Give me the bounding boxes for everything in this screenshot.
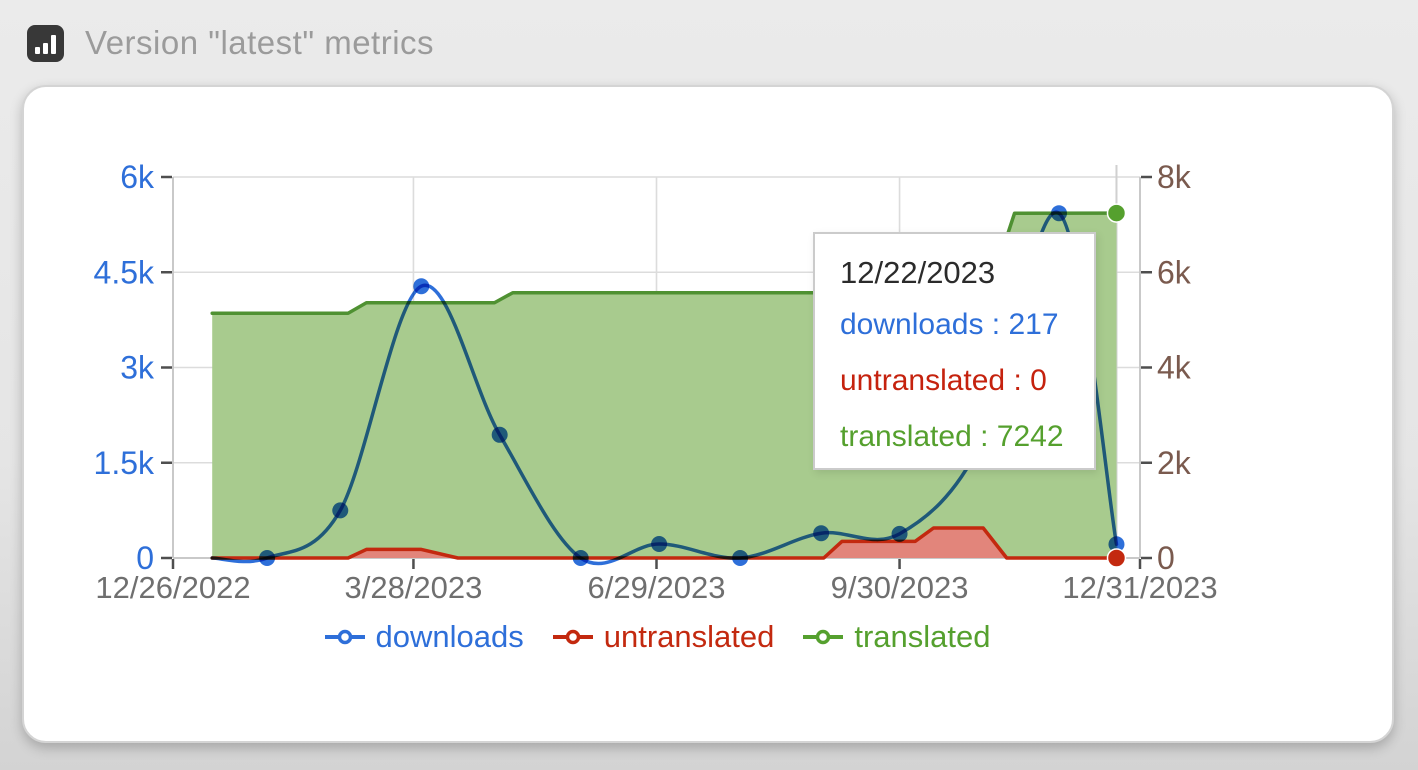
tooltip-row-label: untranslated: [840, 364, 1006, 397]
chart-legend: downloads untranslated translated: [173, 617, 1140, 657]
tooltip-row-value: 0: [1030, 364, 1047, 397]
legend-item-translated[interactable]: translated: [801, 619, 990, 655]
bar-chart-icon-bar: [35, 46, 40, 54]
tooltip-row-label: translated: [840, 420, 972, 453]
tooltip-date: 12/22/2023: [840, 255, 996, 290]
tooltip-separator: :: [1005, 364, 1031, 397]
chart-tooltip: 12/22/2023 downloads : 217 untranslated …: [813, 232, 1096, 470]
legend-marker-icon: [552, 629, 593, 645]
tooltip-row-value: 7242: [996, 420, 1064, 453]
legend-label: downloads: [375, 619, 524, 654]
bar-chart-icon: [27, 24, 64, 62]
tooltip-row-translated: translated : 7242: [840, 420, 1094, 454]
tooltip-row-label: downloads: [840, 308, 984, 341]
legend-marker-icon: [324, 629, 365, 645]
legend-marker-icon: [803, 629, 844, 645]
app-header: Version "latest" metrics: [27, 24, 434, 62]
bar-chart-icon-bar: [51, 34, 56, 54]
bar-chart-icon-bar: [43, 42, 48, 54]
legend-label: translated: [854, 619, 991, 654]
tooltip-separator: :: [971, 420, 997, 453]
legend-item-downloads[interactable]: downloads: [323, 619, 524, 655]
tooltip-row-untranslated: untranslated : 0: [840, 364, 1094, 398]
tooltip-row-downloads: downloads : 217: [840, 308, 1094, 342]
page-title: Version "latest" metrics: [85, 24, 435, 61]
tooltip-separator: :: [983, 308, 1009, 341]
legend-label: untranslated: [603, 619, 775, 654]
legend-item-untranslated[interactable]: untranslated: [551, 619, 775, 655]
tooltip-row-value: 217: [1008, 308, 1059, 341]
